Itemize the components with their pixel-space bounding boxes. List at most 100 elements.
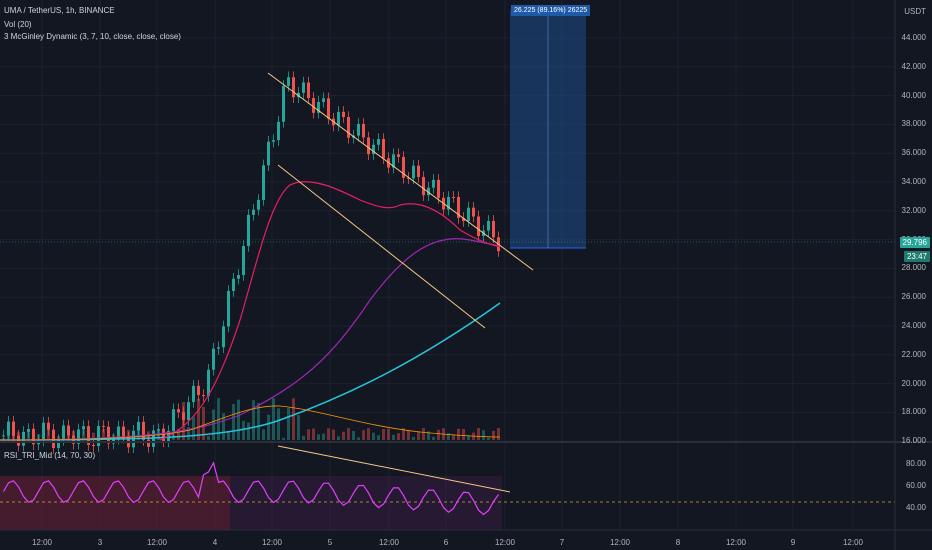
candle-body — [122, 426, 125, 438]
candle-body — [282, 85, 285, 122]
rsi-zone-red — [0, 476, 230, 530]
volume-bar — [497, 428, 500, 440]
volume-bar — [102, 428, 105, 440]
candle-body — [152, 430, 155, 447]
candle-body — [342, 111, 345, 118]
volume-bar — [297, 415, 300, 440]
candle-body — [47, 422, 50, 430]
candle-body — [267, 141, 270, 166]
candle-body — [297, 92, 300, 98]
candle-body — [492, 220, 495, 238]
volume-bar — [327, 428, 330, 440]
candle-body — [197, 385, 200, 396]
candle-body — [172, 409, 175, 431]
price-tick-label: 40.000 — [901, 90, 926, 100]
candle-body — [422, 176, 425, 196]
price-tick-label: 34.000 — [901, 177, 926, 186]
volume-legend[interactable]: Vol (20) — [4, 20, 32, 29]
volume-bar — [357, 437, 360, 440]
mcginley-mid-line — [0, 238, 501, 441]
currency-label: USDT — [904, 7, 926, 16]
candle-body — [227, 290, 230, 327]
candle-body — [97, 426, 100, 446]
candle-body — [92, 444, 95, 446]
volume-bar — [287, 408, 290, 440]
candle-body — [377, 138, 380, 145]
candle-body — [42, 422, 45, 441]
symbol-legend[interactable]: UMA / TetherUS, 1h, BINANCE — [4, 6, 115, 15]
volume-bar — [227, 431, 230, 440]
volume-bar — [467, 435, 470, 440]
volume-bar — [417, 431, 420, 440]
rsi-tick-label: 40.00 — [905, 503, 926, 512]
candle-body — [82, 426, 85, 430]
candle-body — [337, 111, 340, 126]
volume-bar — [412, 436, 415, 440]
candle-body — [242, 246, 245, 276]
volume-bar — [387, 428, 390, 440]
candle-body — [12, 421, 15, 436]
candle-body — [312, 97, 315, 113]
candle-body — [212, 348, 215, 370]
volume-bar — [462, 429, 465, 440]
candle-body — [462, 217, 465, 221]
time-tick-label: 12:00 — [146, 538, 168, 547]
candle-body — [147, 439, 150, 447]
rsi-legend[interactable]: RSI_TRI_Mid (14, 70, 30) — [4, 451, 96, 460]
mcginley-slow-line — [0, 302, 501, 441]
candle-body — [247, 214, 250, 247]
volume-bar — [372, 432, 375, 440]
countdown-tag: 23:47 — [903, 251, 930, 262]
volume-bar — [262, 429, 265, 440]
candle-body — [402, 156, 405, 178]
candle-body — [222, 326, 225, 348]
candle-body — [187, 402, 190, 421]
price-tick-label: 16.000 — [901, 436, 926, 446]
time-tick-label: 12:00 — [378, 538, 400, 547]
candle-body — [157, 429, 160, 431]
time-tick-label: 6 — [443, 538, 449, 547]
candle-body — [287, 77, 290, 86]
volume-bar — [257, 403, 260, 440]
candle-body — [257, 199, 260, 210]
candlesticks — [2, 71, 500, 454]
candle-body — [7, 421, 10, 436]
volume-bar — [322, 433, 325, 440]
volume-bar — [252, 400, 255, 440]
candle-body — [302, 82, 305, 93]
rsi-tick-label: 80.00 — [905, 459, 926, 468]
price-tick-label: 38.000 — [901, 119, 926, 129]
candle-body — [322, 98, 325, 102]
price-tick-label: 22.000 — [901, 349, 926, 359]
mcginley-legend[interactable]: 3 McGinley Dynamic (3, 7, 10, close, clo… — [4, 32, 181, 41]
volume-bar — [272, 398, 275, 440]
candle-body — [272, 140, 275, 142]
candle-body — [207, 369, 210, 396]
time-tick-label: 7 — [559, 538, 565, 547]
volume-bar — [367, 428, 370, 440]
price-tick-label: 28.000 — [901, 263, 926, 273]
candle-body — [487, 220, 490, 231]
candle-body — [472, 207, 475, 217]
time-tick-label: 12:00 — [725, 538, 747, 547]
candle-body — [17, 435, 20, 446]
rsi-zone-band — [0, 476, 502, 530]
price-tick-label: 26.000 — [901, 292, 926, 302]
candle-body — [357, 123, 360, 136]
candle-body — [27, 429, 30, 432]
time-tick-label: 5 — [327, 538, 333, 547]
volume-bar — [397, 433, 400, 440]
volume-bar — [487, 437, 490, 440]
candle-body — [372, 144, 375, 155]
price-tick-label: 18.000 — [901, 407, 926, 417]
candle-body — [447, 196, 450, 210]
candle-body — [107, 426, 110, 444]
candle-body — [367, 137, 370, 155]
volume-bar — [237, 399, 240, 440]
candle-body — [87, 426, 90, 445]
volume-bar — [277, 408, 280, 440]
candle-body — [392, 154, 395, 168]
time-tick-label: 12:00 — [31, 538, 53, 547]
candle-body — [327, 98, 330, 119]
